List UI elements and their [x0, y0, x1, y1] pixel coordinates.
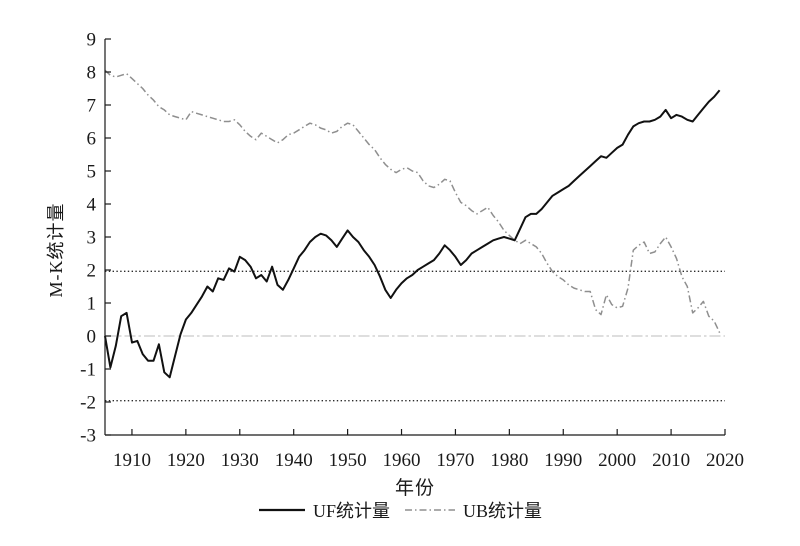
y-tick-label: -2: [80, 393, 96, 414]
uf-series-line: [104, 89, 721, 379]
x-tick-label: 2000: [598, 450, 636, 471]
y-tick-label: 6: [87, 129, 97, 150]
reference-lines: [105, 270, 725, 402]
axes: [104, 38, 726, 436]
x-tick-label: 1990: [544, 450, 582, 471]
y-tick-label: 0: [87, 327, 97, 348]
legend-entry-uf: UF统计量: [258, 497, 390, 523]
x-tick-label: 1910: [113, 450, 151, 471]
y-tick-label: -1: [80, 360, 96, 381]
x-tick-label: 2020: [706, 450, 744, 471]
y-tick-label: 4: [87, 195, 97, 216]
y-tick-label: 9: [87, 30, 97, 51]
x-tick-label: 1980: [490, 450, 528, 471]
y-tick-label: 7: [87, 96, 97, 117]
y-axis-title: M-K统计量: [46, 202, 66, 298]
tick-labels: 9 8 7 6 5 4 3 2 1 0 -1 -2 -3 1910 1920 1930 1940 1950 1960…: [80, 30, 744, 472]
legend-label-ub: UB统计量: [463, 501, 543, 521]
ub-line-sample: [405, 509, 455, 511]
x-tick-label: 1960: [383, 450, 421, 471]
legend: UF统计量 UB统计量: [0, 499, 800, 521]
y-tick-label: 1: [87, 294, 97, 315]
legend-entry-ub: UB统计量: [404, 497, 542, 523]
y-tick-label: 2: [87, 261, 97, 282]
y-tick-label: 3: [87, 228, 97, 249]
x-tick-label: 1940: [275, 450, 313, 471]
x-tick-label: 1970: [436, 450, 474, 471]
x-axis-title: 年份: [394, 478, 435, 499]
x-tick-label: 1930: [221, 450, 259, 471]
x-tick-label: 2010: [652, 450, 690, 471]
x-tick-label: 1950: [329, 450, 367, 471]
y-tick-label: 8: [87, 63, 97, 84]
legend-label-uf: UF统计量: [312, 501, 390, 521]
y-tick-label: -3: [80, 426, 96, 447]
uf-line-sample: [258, 508, 305, 512]
y-tick-label: 5: [87, 162, 97, 183]
x-tick-label: 1920: [167, 450, 205, 471]
ub-series-line: [104, 69, 721, 334]
